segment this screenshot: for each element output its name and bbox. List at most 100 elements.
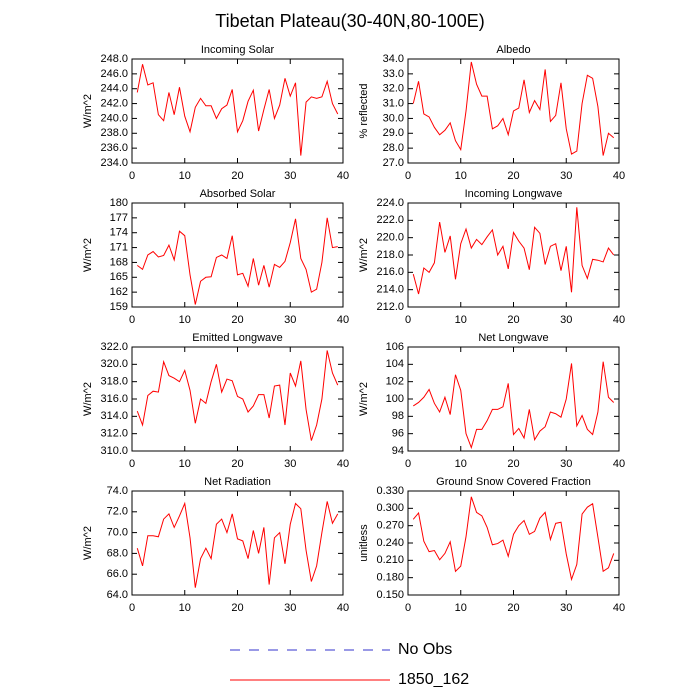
data-line xyxy=(136,350,339,441)
y-tick-label: 162 xyxy=(110,286,128,298)
y-tick-label: 234.0 xyxy=(100,157,128,169)
panel-title: Incoming Longwave xyxy=(465,188,563,200)
x-tick-label: 40 xyxy=(613,458,625,470)
data-line xyxy=(412,361,615,450)
x-tick-label: 40 xyxy=(613,314,625,326)
x-tick-label: 20 xyxy=(231,314,243,326)
panel-title: Net Radiation xyxy=(204,476,271,488)
x-tick-label: 20 xyxy=(507,314,519,326)
y-tick-label: 314.0 xyxy=(100,410,128,422)
x-tick-label: 10 xyxy=(179,458,191,470)
y-axis-label: W/m^2 xyxy=(82,526,94,560)
y-tick-label: 244.0 xyxy=(100,83,128,95)
data-line xyxy=(412,207,615,295)
x-tick-label: 30 xyxy=(284,314,296,326)
y-tick-label: 177 xyxy=(110,212,128,224)
y-tick-label: 104 xyxy=(386,358,404,370)
y-tick-label: 106 xyxy=(386,341,404,353)
x-tick-label: 10 xyxy=(455,602,467,614)
y-tick-label: 34.0 xyxy=(383,53,404,65)
panel-title: Absorbed Solar xyxy=(200,188,276,200)
y-tick-label: 66.0 xyxy=(107,568,128,580)
panel-title: Ground Snow Covered Fraction xyxy=(436,476,591,488)
figure-title: Tibetan Plateau(30-40N,80-100E) xyxy=(215,11,485,31)
x-tick-label: 0 xyxy=(129,602,135,614)
y-axis-label: W/m^2 xyxy=(82,94,94,128)
y-tick-label: 28.0 xyxy=(383,142,404,154)
x-tick-label: 40 xyxy=(337,602,349,614)
y-tick-label: 214.0 xyxy=(376,284,404,296)
data-line xyxy=(412,61,615,156)
y-tick-label: 248.0 xyxy=(100,53,128,65)
plot-frame xyxy=(407,346,620,452)
y-tick-label: 218.0 xyxy=(376,249,404,261)
y-axis-label: W/m^2 xyxy=(358,382,370,416)
y-tick-label: 0.270 xyxy=(376,520,404,532)
y-tick-label: 27.0 xyxy=(383,157,404,169)
y-tick-label: 310.0 xyxy=(100,445,128,457)
x-tick-label: 0 xyxy=(405,314,411,326)
y-tick-label: 165 xyxy=(110,271,128,283)
y-tick-label: 174 xyxy=(110,227,128,239)
x-tick-label: 0 xyxy=(405,458,411,470)
y-tick-label: 96 xyxy=(392,428,404,440)
x-tick-label: 20 xyxy=(507,602,519,614)
y-tick-label: 74.0 xyxy=(107,485,128,497)
x-tick-label: 30 xyxy=(560,458,572,470)
x-tick-label: 0 xyxy=(129,314,135,326)
y-tick-label: 238.0 xyxy=(100,127,128,139)
y-tick-label: 0.180 xyxy=(376,572,404,584)
y-tick-label: 168 xyxy=(110,256,128,268)
x-tick-label: 30 xyxy=(560,602,572,614)
y-tick-label: 102 xyxy=(386,376,404,388)
y-tick-label: 72.0 xyxy=(107,506,128,518)
x-tick-label: 10 xyxy=(179,602,191,614)
y-tick-label: 246.0 xyxy=(100,68,128,80)
y-tick-label: 320.0 xyxy=(100,358,128,370)
data-line xyxy=(136,64,339,156)
x-tick-label: 20 xyxy=(507,170,519,182)
data-line xyxy=(136,217,338,305)
x-tick-label: 10 xyxy=(455,170,467,182)
x-tick-label: 30 xyxy=(560,314,572,326)
y-tick-label: 64.0 xyxy=(107,589,128,601)
x-tick-label: 0 xyxy=(129,458,135,470)
panel-title: Emitted Longwave xyxy=(192,332,283,344)
x-tick-label: 10 xyxy=(179,170,191,182)
y-tick-label: 318.0 xyxy=(100,376,128,388)
y-tick-label: 316.0 xyxy=(100,393,128,405)
y-tick-label: 242.0 xyxy=(100,97,128,109)
plot-frame xyxy=(407,202,620,308)
data-line xyxy=(136,501,339,588)
y-tick-label: 29.0 xyxy=(383,127,404,139)
plot-frame xyxy=(131,58,344,164)
y-axis-label: unitless xyxy=(358,524,370,562)
y-tick-label: 222.0 xyxy=(376,214,404,226)
x-tick-label: 30 xyxy=(560,170,572,182)
x-tick-label: 20 xyxy=(231,458,243,470)
y-tick-label: 212.0 xyxy=(376,301,404,313)
y-tick-label: 0.210 xyxy=(376,554,404,566)
y-tick-label: 159 xyxy=(110,301,128,313)
y-tick-label: 32.0 xyxy=(383,83,404,95)
x-tick-label: 10 xyxy=(455,458,467,470)
x-tick-label: 0 xyxy=(405,602,411,614)
y-tick-label: 216.0 xyxy=(376,266,404,278)
y-tick-label: 31.0 xyxy=(383,97,404,109)
y-axis-label: W/m^2 xyxy=(82,382,94,416)
y-tick-label: 94 xyxy=(392,445,404,457)
x-tick-label: 30 xyxy=(284,602,296,614)
y-tick-label: 240.0 xyxy=(100,112,128,124)
x-tick-label: 20 xyxy=(231,602,243,614)
x-tick-label: 30 xyxy=(284,458,296,470)
y-tick-label: 0.330 xyxy=(376,485,404,497)
y-tick-label: 0.150 xyxy=(376,589,404,601)
x-tick-label: 10 xyxy=(179,314,191,326)
data-line xyxy=(412,496,615,582)
y-tick-label: 180 xyxy=(110,197,128,209)
y-tick-label: 224.0 xyxy=(376,197,404,209)
x-tick-label: 20 xyxy=(507,458,519,470)
panel-title: Incoming Solar xyxy=(201,44,275,56)
y-axis-label: % reflected xyxy=(358,83,370,138)
